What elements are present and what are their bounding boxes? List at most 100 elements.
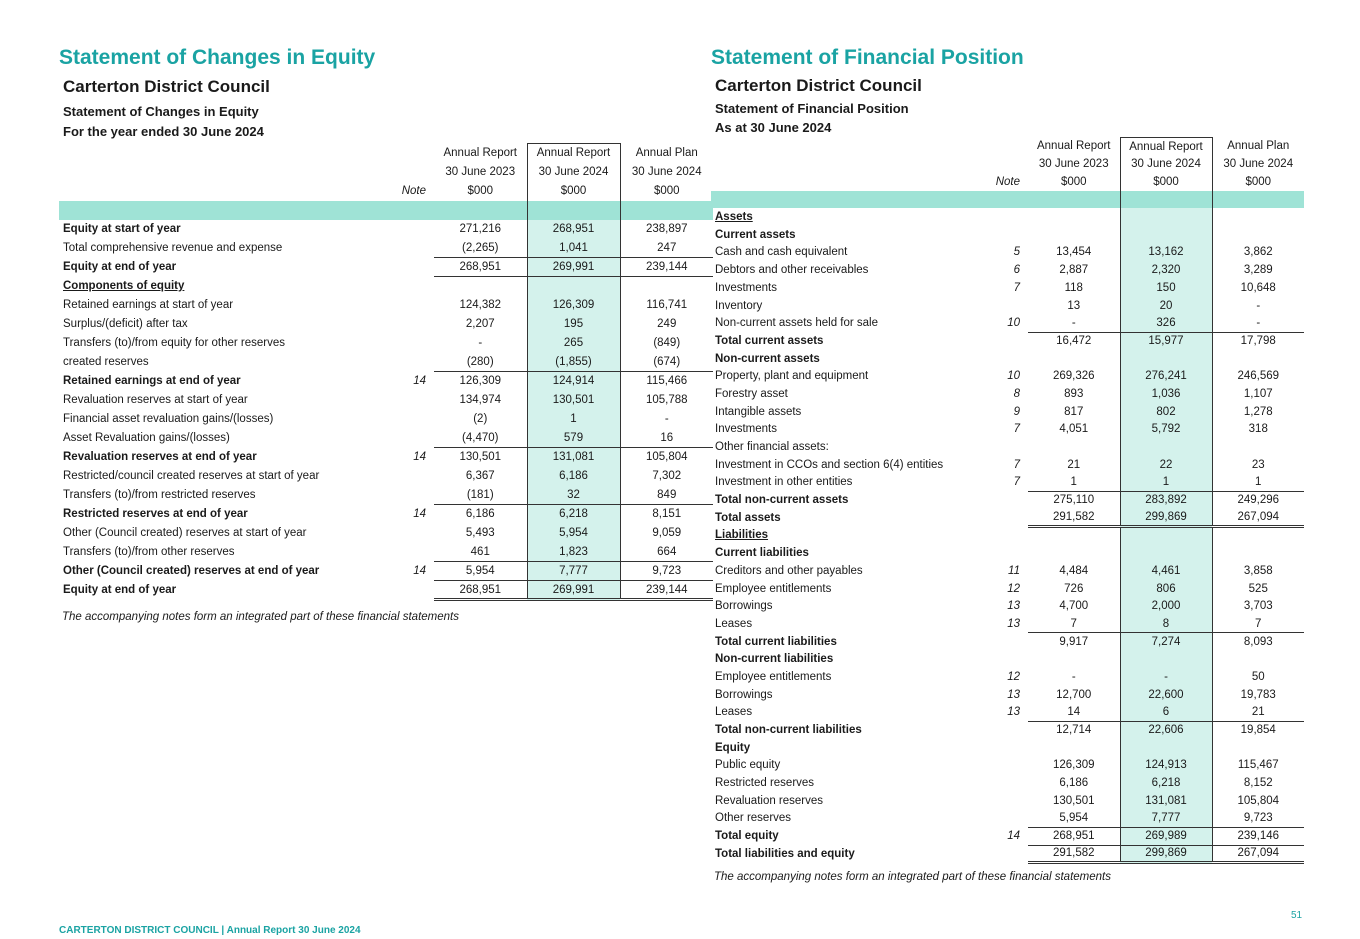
row-value [1028, 208, 1120, 226]
row-value: 7,274 [1119, 632, 1213, 651]
left-period: For the year ended 30 June 2024 [63, 124, 264, 139]
table-row: Total liabilities and equity 291,582 299,8… [711, 845, 1304, 865]
row-value: 7 [1212, 615, 1304, 634]
row-value: 15,977 [1119, 332, 1213, 350]
row-value: (181) [434, 485, 527, 505]
row-label: Asset Revaluation gains/(losses) [63, 432, 230, 444]
row-value: 817 [1064, 405, 1084, 418]
row-note: 13 [1007, 600, 1020, 613]
table-row: Cash and cash equivalent 5 13,454 13,162 3,8… [711, 243, 1304, 262]
row-label: Total comprehensive revenue and expense [63, 242, 283, 254]
row-value: 6 [1119, 703, 1213, 722]
row-label: Borrowings [715, 600, 773, 613]
row-value: 275,110 [1053, 494, 1095, 507]
row-label: Total assets [715, 511, 781, 524]
row-label: Non-current liabilities [715, 653, 834, 666]
row-value: (1,855) [526, 352, 621, 372]
row-value [1212, 208, 1304, 226]
row-value: 126,309 [526, 295, 621, 315]
row-label: Non-current assets held for sale [715, 317, 878, 330]
row-note [364, 334, 434, 353]
table-row: Property, plant and equipment 10 269,326 27… [711, 367, 1304, 386]
table-row: Liabilities [711, 526, 1304, 545]
row-label: Revaluation reserves at start of year [63, 394, 248, 406]
row-note [978, 297, 1028, 315]
row-value: 150 [1119, 279, 1213, 297]
page-number: 51 [1291, 910, 1303, 921]
row-label: Total current liabilities [715, 635, 837, 648]
row-value [1028, 226, 1120, 244]
table-row: Inventory 13 20 - [711, 296, 1304, 315]
row-note [364, 429, 434, 448]
row-label: Other (Council created) reserves at end … [63, 565, 320, 577]
row-value: 21 [1067, 458, 1081, 471]
row-value: 19,783 [1240, 688, 1276, 701]
table-row: Components of equity [59, 276, 713, 296]
table-row: Transfers (to)/from restricted reserves (… [59, 485, 713, 505]
row-value: 249 [657, 318, 677, 330]
left-statement-name: Statement of Changes in Equity [63, 104, 259, 119]
row-note [364, 296, 434, 315]
row-label: Revaluation reserves at end of year [63, 451, 257, 463]
table-row: Other (Council created) reserves at star… [59, 523, 713, 543]
row-value [1028, 527, 1120, 545]
table-row: Other reserves 5,954 7,777 9,723 [711, 809, 1304, 828]
row-value: 5,954 [434, 561, 527, 581]
row-note [978, 544, 1028, 562]
row-value [620, 277, 713, 296]
row-value: - [478, 337, 483, 349]
row-value [526, 276, 621, 296]
row-value: 13,162 [1119, 243, 1213, 262]
table-row: Transfers (to)/from other reserves 461 1,8… [59, 542, 713, 562]
column-header: $000 [1245, 175, 1272, 188]
row-note [978, 226, 1028, 244]
table-row: Investments 7 4,051 5,792 318 [711, 420, 1304, 439]
row-value: 246,569 [1237, 370, 1280, 383]
row-value: 239,144 [620, 580, 713, 601]
row-value: - [1071, 670, 1076, 683]
table-row: Total non-current liabilities 12,714 22,60… [711, 721, 1304, 739]
row-note: 7 [1013, 423, 1020, 436]
row-value: 299,869 [1119, 845, 1213, 865]
column-header: Annual Report [1119, 137, 1213, 156]
row-value: 1 [526, 409, 621, 429]
table-row: Equity [711, 738, 1304, 757]
row-value: 115,466 [646, 375, 688, 388]
table-row: Total assets 291,582 299,869 267,094 [711, 508, 1304, 529]
row-value: 4,484 [1059, 564, 1089, 577]
row-note: 12 [1007, 670, 1020, 683]
row-value [1119, 208, 1213, 226]
row-value: 291,582 [1028, 845, 1120, 865]
row-value: 32 [526, 485, 621, 505]
row-value: 8 [1119, 615, 1213, 634]
row-value: 299,869 [1119, 508, 1213, 529]
row-value [1212, 739, 1304, 757]
table-row: Intangible assets 9 817 802 1,278 [711, 402, 1304, 421]
row-note [364, 353, 434, 372]
row-label: Transfers (to)/from equity for other res… [63, 337, 285, 349]
row-value: 195 [526, 314, 621, 334]
column-header: $000 [526, 181, 621, 201]
row-label: Restricted/council created reserves at s… [63, 470, 320, 482]
header-band [711, 190, 1304, 209]
row-value: 249,296 [1237, 494, 1280, 507]
row-value: 16,472 [1056, 335, 1092, 348]
row-note [978, 509, 1028, 527]
table-row: Financial asset revaluation gains/(losse… [59, 409, 713, 429]
row-value: 10,648 [1240, 281, 1276, 294]
table-row: Borrowings 13 12,700 22,600 19,783 [711, 685, 1304, 704]
row-value: 20 [1119, 296, 1213, 315]
row-label: Leases [715, 706, 753, 719]
row-value: 4,700 [1059, 600, 1089, 613]
table-row: Leases 13 7 8 7 [711, 615, 1304, 634]
table-row: Total current liabilities 9,917 7,274 8,093 [711, 632, 1304, 651]
row-note [364, 315, 434, 334]
row-value: 4,461 [1119, 562, 1213, 580]
row-value: 8,093 [1243, 635, 1273, 648]
row-note [978, 757, 1028, 775]
row-label: Cash and cash equivalent [715, 246, 848, 259]
row-label: Total non-current liabilities [715, 724, 862, 737]
row-label: Restricted reserves [715, 777, 815, 790]
row-value: 16 [620, 428, 713, 448]
row-note: 14 [413, 451, 426, 463]
